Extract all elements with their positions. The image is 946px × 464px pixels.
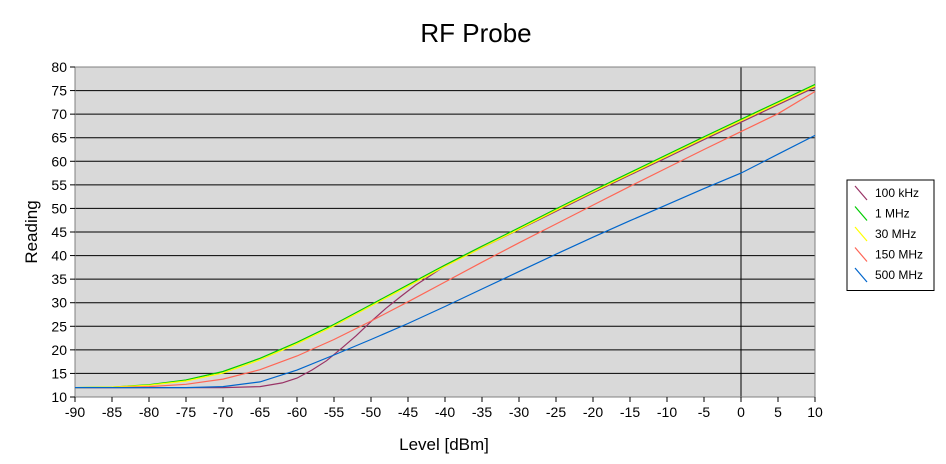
series-line-500-mhz xyxy=(75,134,816,389)
x-tick-label: -55 xyxy=(324,404,344,420)
legend-label: 30 MHz xyxy=(875,227,916,241)
y-tick-label: 60 xyxy=(51,153,67,169)
plot-area: -90 -85 -80 -75 -70 -65 -60 -55 -50 -45 -40 -35 -30-… xyxy=(51,59,823,420)
y-tick-label: 70 xyxy=(51,106,67,122)
x-tick-label: -65 xyxy=(250,404,270,420)
x-tick-label: -75 xyxy=(176,404,196,420)
y-tick-label: 15 xyxy=(51,365,67,381)
x-tick-label: -30 xyxy=(509,404,529,420)
y-tick-label: 20 xyxy=(51,342,67,358)
legend-label: 1 MHz xyxy=(875,207,910,221)
y-tick-label: 40 xyxy=(51,248,67,264)
legend-label: 500 MHz xyxy=(875,268,923,282)
x-tick-label: -80 xyxy=(139,404,159,420)
y-tick-label: 50 xyxy=(51,200,67,216)
x-tick-label: 0 xyxy=(737,404,745,420)
series-line-150-mhz xyxy=(75,90,816,389)
y-tick-label: 25 xyxy=(51,318,67,334)
x-tick-label: 10 xyxy=(807,404,823,420)
x-tick-label: -85 xyxy=(102,404,122,420)
series-line-100-khz xyxy=(75,86,816,389)
y-tick-label: 75 xyxy=(51,83,67,99)
x-tick-label: -5 xyxy=(698,404,711,420)
x-tick-label: -45 xyxy=(398,404,418,420)
y-tick-label: 45 xyxy=(51,224,67,240)
x-tick-label: -15 xyxy=(620,404,640,420)
legend-label: 150 MHz xyxy=(875,248,923,262)
y-tick-label: 35 xyxy=(51,271,67,287)
legend-swatch xyxy=(854,206,868,221)
series-line-30-mhz xyxy=(74,85,816,389)
series-line-1-mhz xyxy=(74,83,816,389)
x-tick-label: -40 xyxy=(435,404,455,420)
x-tick-label: -20 xyxy=(583,404,603,420)
x-tick-label: -90 xyxy=(65,404,85,420)
x-tick-label: -60 xyxy=(287,404,307,420)
y-tick-label: 55 xyxy=(51,177,67,193)
legend-label: 100 kHz xyxy=(875,186,919,200)
x-tick-label: -10 xyxy=(657,404,677,420)
y-tick-label: 80 xyxy=(51,59,67,75)
legend-swatch xyxy=(854,185,868,201)
y-tick-label: 30 xyxy=(51,295,67,311)
x-tick-label: -25 xyxy=(546,404,566,420)
y-tick-label: 10 xyxy=(51,389,67,405)
legend: 100 kHz 1 MHz 30 MHz 150 MHz 500 MHz xyxy=(846,179,935,291)
x-axis-label: Level [dBm] xyxy=(399,435,489,454)
x-tick-label: -35 xyxy=(472,404,492,420)
x-tick-label: -70 xyxy=(213,404,233,420)
legend-swatch xyxy=(854,267,868,283)
legend-swatch xyxy=(854,247,868,262)
y-axis-label: Reading xyxy=(22,200,41,263)
chart-title: RF Probe xyxy=(420,18,531,48)
y-tick-label: 65 xyxy=(51,130,67,146)
legend-swatch xyxy=(854,226,868,242)
x-tick-label: 5 xyxy=(774,404,782,420)
x-tick-label: -50 xyxy=(361,404,381,420)
